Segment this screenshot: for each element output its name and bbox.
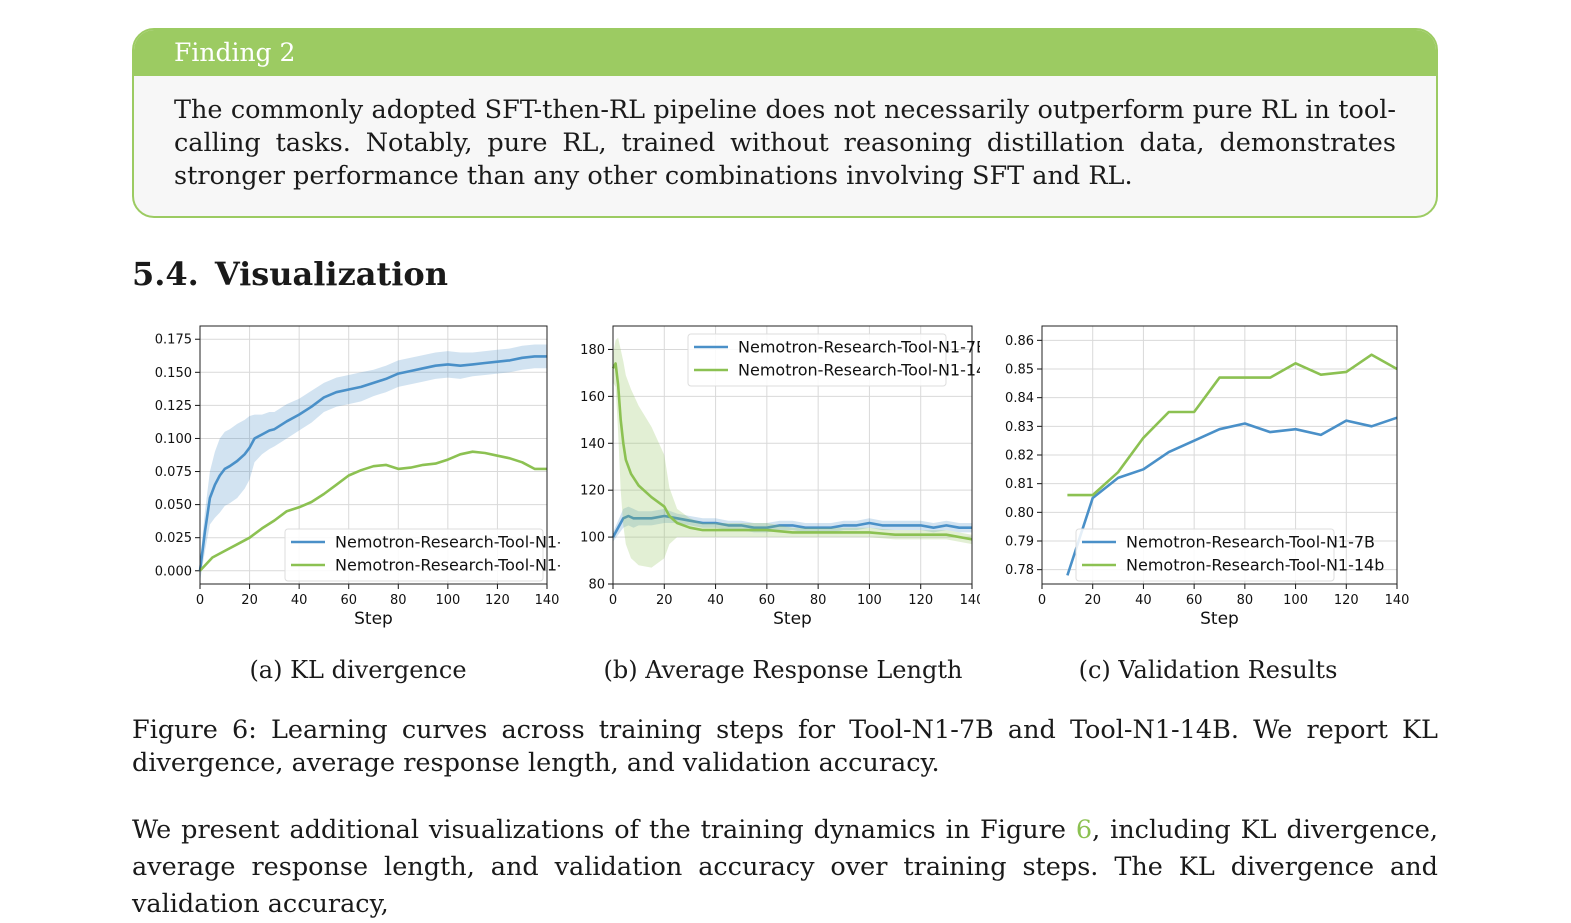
legend-label-2: Nemotron-Research-Tool-N1-14b (738, 361, 980, 380)
y-tick-label: 0.075 (155, 465, 192, 480)
x-tick-label: 120 (1334, 593, 1359, 608)
x-tick-label: 120 (485, 593, 510, 608)
chart-svg: 0 20 40 60 80 100 120 140 0.78 0.79 0.80 0.81 0.82 0.… (1005, 325, 1410, 628)
legend: Nemotron-Research-Tool-N1-7B Nemotron-Res… (284, 528, 560, 582)
x-tick-label: 80 (390, 593, 407, 608)
x-tick-label: 0 (1038, 593, 1046, 608)
x-tick-label: 80 (1237, 593, 1254, 608)
legend-box (1075, 528, 1335, 582)
subcaption-b: (b) Average Response Length (603, 656, 963, 684)
legend-label-1: Nemotron-Research-Tool-N1-7B (335, 533, 560, 552)
x-tick-label: 100 (1283, 593, 1308, 608)
x-axis-label: Step (354, 609, 393, 628)
y-tick-label: 140 (580, 437, 605, 452)
x-axis-label: Step (1200, 609, 1239, 628)
series-line-1 (1066, 416, 1398, 576)
y-tick-label: 0.83 (1005, 420, 1034, 435)
x-tick-label: 60 (1186, 593, 1203, 608)
x-tick-label: 120 (908, 593, 933, 608)
y-tick-label: 160 (580, 390, 605, 405)
legend-label-2: Nemotron-Research-Tool-N1-14b (335, 556, 560, 575)
y-tick-label: 0.050 (155, 498, 192, 513)
y-tick-label: 0.80 (1005, 506, 1034, 521)
x-tick-label: 100 (857, 593, 882, 608)
x-tick-label: 20 (241, 593, 258, 608)
confidence-band-1 (200, 344, 547, 582)
legend-label-2: Nemotron-Research-Tool-N1-14b (1126, 556, 1384, 575)
subcaption-a: (a) KL divergence (249, 656, 467, 684)
y-tick-label: 0.82 (1005, 449, 1034, 464)
y-tick-label: 0.81 (1005, 477, 1034, 492)
y-tick-label: 180 (580, 343, 605, 358)
finding-box: Finding 2 The commonly adopted SFT-then-… (132, 28, 1438, 218)
plot-frame (199, 325, 548, 585)
y-tick-label: 0.125 (155, 399, 192, 414)
chart-validation-results: 0 20 40 60 80 100 120 140 0.78 0.79 0.80 0.81 0.82 0.… (1000, 318, 1410, 628)
plot-frame (1041, 325, 1398, 585)
x-tick-label: 60 (759, 593, 776, 608)
x-tick-label: 0 (609, 593, 617, 608)
x-tick-label: 40 (1135, 593, 1152, 608)
section-number: 5.4. (132, 255, 199, 293)
x-tick-label: 40 (707, 593, 724, 608)
x-tick-label: 140 (960, 593, 980, 608)
x-tick-label: 80 (810, 593, 827, 608)
series-line-2 (199, 450, 547, 572)
section-title: Visualization (214, 255, 449, 293)
series-line-1 (198, 355, 547, 571)
x-tick-label: 20 (1084, 593, 1101, 608)
legend-label-1: Nemotron-Research-Tool-N1-7B (738, 338, 980, 357)
chart-svg: 0 20 40 60 80 100 120 140 0.000 0.025 0.050 0.075 0.… (155, 325, 560, 628)
legend-box (687, 333, 947, 387)
y-tick-label: 80 (588, 578, 605, 593)
legend: Nemotron-Research-Tool-N1-7B Nemotron-Res… (1075, 528, 1384, 582)
confidence-band-2 (613, 337, 972, 568)
plot-frame (612, 325, 973, 585)
x-tick-label: 140 (1385, 593, 1410, 608)
x-tick-label: 140 (535, 593, 560, 608)
x-axis-label: Step (773, 609, 812, 628)
y-tick-label: 100 (580, 531, 605, 546)
x-tick-label: 0 (196, 593, 204, 608)
y-tick-label: 0.000 (155, 564, 192, 579)
y-tick-label: 0.79 (1005, 535, 1034, 550)
legend-box (284, 528, 544, 582)
x-tick-label: 40 (291, 593, 308, 608)
series-line-2 (1067, 353, 1398, 497)
x-tick-label: 60 (340, 593, 357, 608)
y-tick-label: 0.025 (155, 531, 192, 546)
y-tick-label: 0.78 (1005, 563, 1034, 578)
body-paragraph: We present additional visualizations of … (132, 812, 1438, 923)
y-tick-label: 0.100 (155, 432, 192, 447)
y-tick-label: 0.175 (155, 333, 192, 348)
finding-text: The commonly adopted SFT-then-RL pipelin… (174, 95, 1396, 191)
series-line-1 (611, 514, 972, 538)
chart-svg: 0 20 40 60 80 100 120 140 80 100 120 140 160 180 Nemot… (580, 325, 980, 628)
figure-reference-link[interactable]: 6 (1075, 815, 1093, 845)
legend-label-1: Nemotron-Research-Tool-N1-7B (1126, 533, 1375, 552)
y-tick-label: 0.85 (1005, 363, 1034, 378)
series-line-2 (611, 362, 973, 541)
y-tick-label: 0.84 (1005, 391, 1034, 406)
x-tick-label: 100 (435, 593, 460, 608)
finding-title: Finding 2 (134, 30, 1436, 76)
section-heading: 5.4. Visualization (132, 252, 448, 296)
y-tick-label: 120 (580, 484, 605, 499)
x-tick-label: 20 (656, 593, 673, 608)
legend: Nemotron-Research-Tool-N1-7B Nemotron-Res… (687, 333, 980, 387)
paragraph-text-start: We present additional visualizations of … (132, 815, 1076, 845)
figure-caption: Figure 6: Learning curves across trainin… (132, 715, 1438, 778)
subcaption-c: (c) Validation Results (1078, 656, 1338, 684)
chart-kl-divergence: 0 20 40 60 80 100 120 140 0.000 0.025 0.050 0.075 0.… (140, 318, 560, 628)
y-tick-label: 0.86 (1005, 334, 1034, 349)
y-tick-label: 0.150 (155, 366, 192, 381)
chart-response-length: 0 20 40 60 80 100 120 140 80 100 120 140 160 180 Nemot… (570, 318, 980, 628)
